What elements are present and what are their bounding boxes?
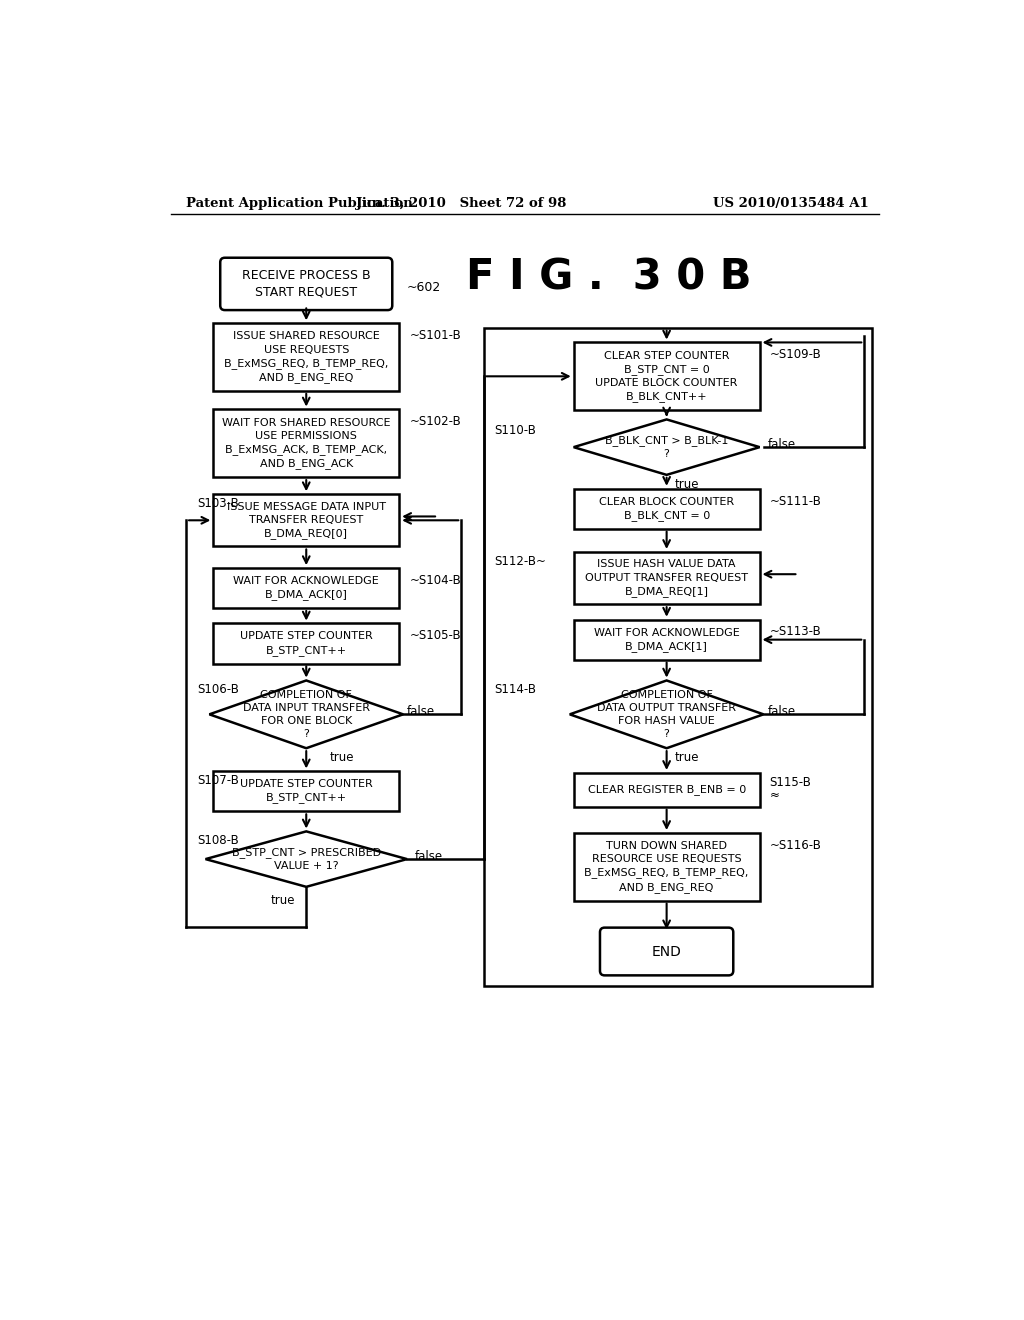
Polygon shape — [573, 420, 760, 475]
Text: COMPLETION OF
DATA INPUT TRANSFER
FOR ONE BLOCK
?: COMPLETION OF DATA INPUT TRANSFER FOR ON… — [243, 689, 370, 739]
Text: CLEAR STEP COUNTER
B_STP_CNT = 0
UPDATE BLOCK COUNTER
B_BLK_CNT++: CLEAR STEP COUNTER B_STP_CNT = 0 UPDATE … — [595, 351, 738, 403]
Text: F I G .  3 0 B: F I G . 3 0 B — [466, 257, 752, 298]
Text: B_BLK_CNT > B_BLK-1
?: B_BLK_CNT > B_BLK-1 ? — [605, 436, 728, 459]
Polygon shape — [206, 832, 407, 887]
Text: US 2010/0135484 A1: US 2010/0135484 A1 — [713, 197, 869, 210]
Bar — [213, 409, 399, 478]
Text: CLEAR BLOCK COUNTER
B_BLK_CNT = 0: CLEAR BLOCK COUNTER B_BLK_CNT = 0 — [599, 496, 734, 521]
Text: S106-B: S106-B — [198, 684, 240, 696]
Text: ISSUE MESSAGE DATA INPUT
TRANSFER REQUEST
B_DMA_REQ[0]: ISSUE MESSAGE DATA INPUT TRANSFER REQUES… — [226, 502, 386, 539]
Text: WAIT FOR ACKNOWLEDGE
B_DMA_ACK[0]: WAIT FOR ACKNOWLEDGE B_DMA_ACK[0] — [233, 576, 379, 601]
Text: false: false — [407, 705, 435, 718]
Text: false: false — [415, 850, 442, 862]
Text: ~S113-B: ~S113-B — [770, 626, 821, 639]
Text: ~S101-B: ~S101-B — [410, 329, 462, 342]
Text: END: END — [651, 945, 682, 958]
Text: true: true — [270, 894, 295, 907]
Polygon shape — [209, 681, 403, 748]
Text: ~S111-B: ~S111-B — [770, 495, 821, 508]
Text: false: false — [767, 705, 796, 718]
Text: ~S102-B: ~S102-B — [410, 416, 462, 428]
Bar — [483, 327, 872, 986]
Text: ~S105-B: ~S105-B — [410, 630, 462, 643]
Bar — [573, 342, 760, 411]
Text: S115-B: S115-B — [770, 776, 812, 788]
Text: Jun. 3, 2010   Sheet 72 of 98: Jun. 3, 2010 Sheet 72 of 98 — [356, 197, 566, 210]
Bar — [213, 771, 399, 812]
Text: B_STP_CNT > PRESCRIBED
VALUE + 1?: B_STP_CNT > PRESCRIBED VALUE + 1? — [231, 847, 381, 871]
FancyBboxPatch shape — [220, 257, 392, 310]
Bar — [213, 494, 399, 546]
Text: S103-B: S103-B — [198, 496, 240, 510]
Text: TURN DOWN SHARED
RESOURCE USE REQUESTS
B_ExMSG_REQ, B_TEMP_REQ,
AND B_ENG_REQ: TURN DOWN SHARED RESOURCE USE REQUESTS B… — [585, 841, 749, 892]
Bar — [573, 774, 760, 807]
Polygon shape — [569, 681, 764, 748]
Text: false: false — [767, 437, 796, 450]
FancyBboxPatch shape — [600, 928, 733, 975]
Text: COMPLETION OF
DATA OUTPUT TRANSFER
FOR HASH VALUE
?: COMPLETION OF DATA OUTPUT TRANSFER FOR H… — [597, 689, 736, 739]
Text: true: true — [675, 751, 698, 764]
Text: ~602: ~602 — [407, 281, 441, 294]
Bar — [573, 619, 760, 660]
Text: WAIT FOR SHARED RESOURCE
USE PERMISSIONS
B_ExMSG_ACK, B_TEMP_ACK,
AND B_ENG_ACK: WAIT FOR SHARED RESOURCE USE PERMISSIONS… — [222, 417, 390, 469]
Text: ISSUE SHARED RESOURCE
USE REQUESTS
B_ExMSG_REQ, B_TEMP_REQ,
AND B_ENG_REQ: ISSUE SHARED RESOURCE USE REQUESTS B_ExM… — [224, 331, 388, 383]
Text: CLEAR REGISTER B_ENB = 0: CLEAR REGISTER B_ENB = 0 — [588, 784, 745, 795]
Text: Patent Application Publication: Patent Application Publication — [186, 197, 413, 210]
Text: S107-B: S107-B — [198, 774, 240, 787]
Text: UPDATE STEP COUNTER
B_STP_CNT++: UPDATE STEP COUNTER B_STP_CNT++ — [240, 779, 373, 804]
Text: ~S109-B: ~S109-B — [770, 348, 821, 362]
Text: S112-B~: S112-B~ — [494, 554, 546, 568]
Text: S110-B: S110-B — [494, 424, 536, 437]
Text: ~: ~ — [770, 788, 779, 801]
Bar — [573, 833, 760, 900]
Text: ~: ~ — [770, 789, 779, 803]
Bar — [213, 323, 399, 391]
Bar — [573, 488, 760, 529]
Text: S114-B: S114-B — [494, 684, 536, 696]
Text: UPDATE STEP COUNTER
B_STP_CNT++: UPDATE STEP COUNTER B_STP_CNT++ — [240, 631, 373, 656]
Text: true: true — [330, 751, 354, 764]
Text: S108-B: S108-B — [198, 834, 240, 847]
Bar — [573, 552, 760, 605]
Text: true: true — [675, 478, 698, 491]
Bar — [213, 623, 399, 664]
Bar — [213, 568, 399, 609]
Text: ~S116-B: ~S116-B — [770, 838, 821, 851]
Text: WAIT FOR ACKNOWLEDGE
B_DMA_ACK[1]: WAIT FOR ACKNOWLEDGE B_DMA_ACK[1] — [594, 627, 739, 652]
Text: RECEIVE PROCESS B
START REQUEST: RECEIVE PROCESS B START REQUEST — [242, 269, 371, 298]
Text: ~S104-B: ~S104-B — [410, 574, 462, 587]
Text: ISSUE HASH VALUE DATA
OUTPUT TRANSFER REQUEST
B_DMA_REQ[1]: ISSUE HASH VALUE DATA OUTPUT TRANSFER RE… — [585, 560, 749, 597]
